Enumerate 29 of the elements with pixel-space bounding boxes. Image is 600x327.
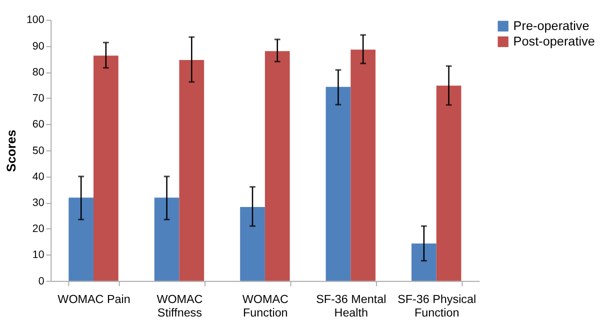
y-tick-label: 50 [32,144,44,157]
y-tick-label: 80 [32,66,44,78]
bar [412,244,436,281]
bar [154,198,180,281]
y-tick-label: 30 [32,196,44,209]
x-tick-label: WOMAC Stiffness [156,292,203,320]
x-tick-label: SF-36 Mental Health [316,292,386,320]
bar [436,86,462,281]
bar [94,56,118,281]
bar [350,50,376,281]
bar [264,51,290,281]
y-tick-label: 90 [32,40,44,52]
x-tick-label: WOMAC Function [242,292,288,320]
y-tick-label: 100 [26,14,44,26]
legend-label: Post-operative [513,34,595,49]
y-tick-label: 70 [32,92,44,105]
bar [68,198,94,281]
y-tick-label: 0 [38,275,44,288]
y-tick-label: 10 [32,249,44,262]
bar [240,206,265,281]
x-tick-label: WOMAC Pain [58,292,130,306]
legend-label: Pre-operative [513,19,590,34]
y-tick-label: 20 [32,223,44,236]
y-axis-title: Scores [4,130,19,172]
x-tick-label: SF-36 Physical Function [398,292,476,320]
y-tick-label: 60 [32,118,44,131]
y-tick-label: 40 [32,170,44,183]
bar [179,60,204,281]
bar [326,86,351,281]
